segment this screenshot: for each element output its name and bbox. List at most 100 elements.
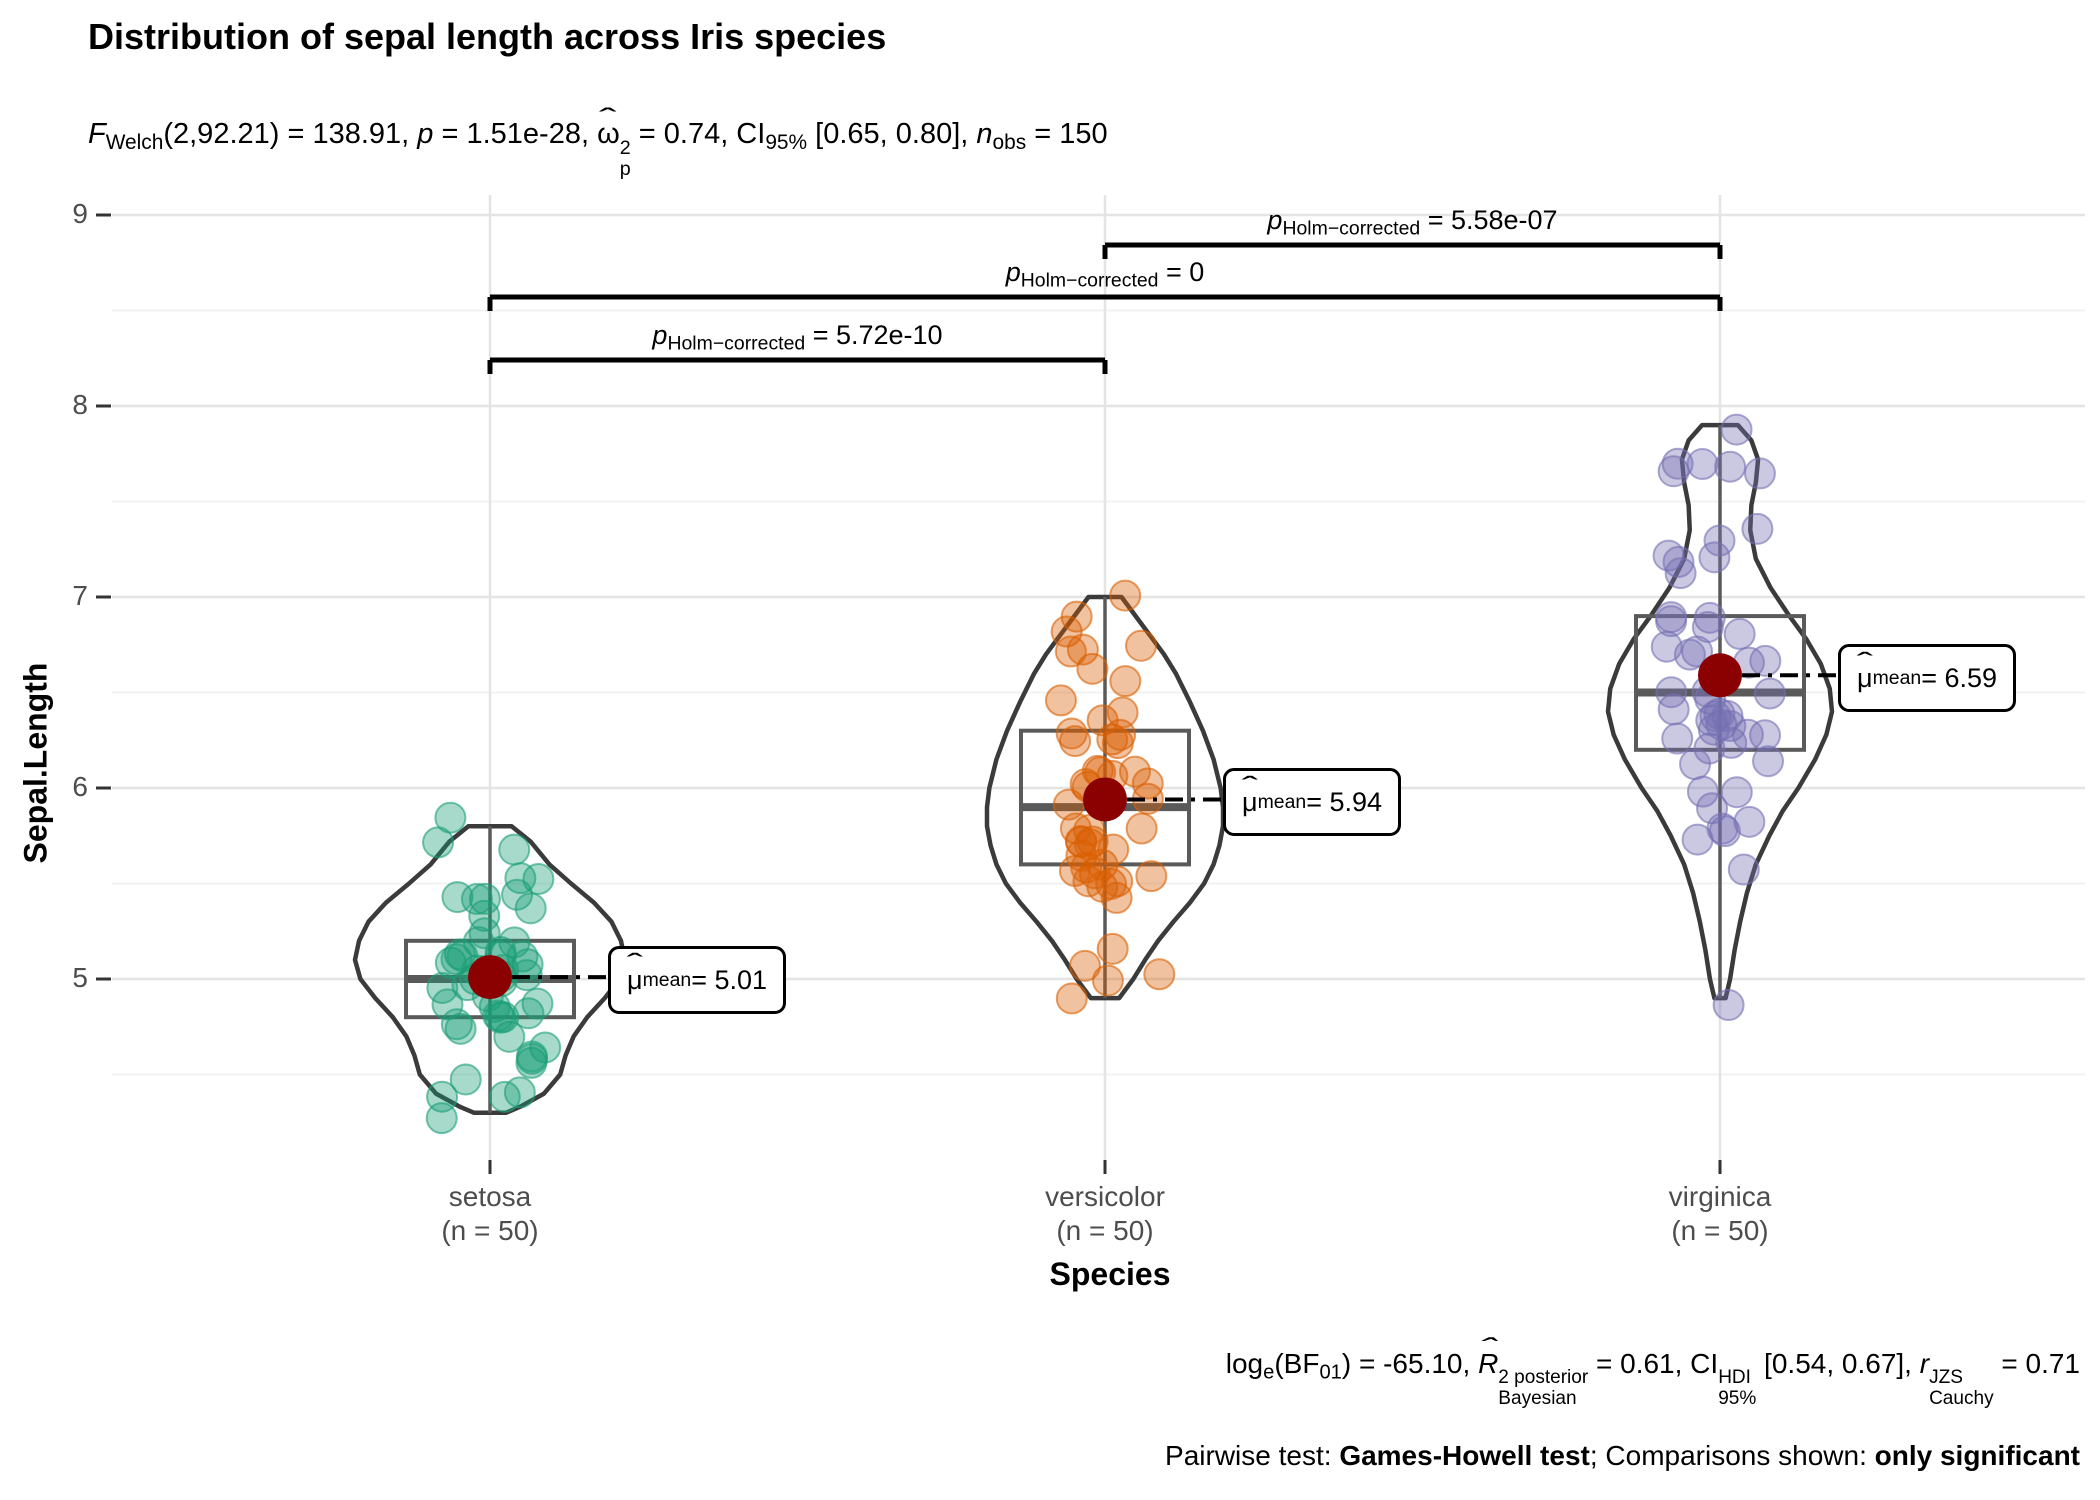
x-tick-label-setosa: setosa (n = 50): [441, 1180, 538, 1248]
data-point-virginica: [1661, 447, 1694, 480]
y-tick-label: 7: [72, 580, 88, 611]
data-point-virginica: [1681, 635, 1714, 668]
box-virginica: [1634, 614, 1806, 752]
data-point-versicolor: [1109, 579, 1142, 612]
violin-versicolor: [984, 594, 1226, 1001]
data-point-versicolor: [1135, 860, 1168, 893]
data-point-virginica: [1657, 693, 1690, 726]
data-point-versicolor: [1106, 696, 1139, 729]
data-point-virginica: [1706, 812, 1739, 845]
data-point-versicolor: [1086, 870, 1119, 903]
data-point-setosa: [444, 1012, 477, 1045]
category-n: (n = 50): [1056, 1215, 1154, 1247]
data-point-versicolor: [1096, 723, 1129, 756]
data-point-virginica: [1655, 601, 1688, 634]
data-point-setosa: [516, 1042, 549, 1075]
data-point-setosa: [468, 899, 501, 932]
data-point-virginica: [1714, 450, 1747, 483]
data-point-versicolor: [1073, 828, 1106, 861]
data-point-versicolor: [1118, 755, 1151, 788]
data-point-versicolor: [1096, 932, 1129, 965]
data-point-virginica: [1698, 541, 1731, 574]
data-point-setosa: [446, 940, 479, 973]
data-point-setosa: [514, 892, 547, 925]
data-point-virginica: [1711, 699, 1744, 732]
data-point-setosa: [504, 862, 537, 895]
data-point-versicolor: [1125, 629, 1158, 662]
data-point-setosa: [449, 1063, 482, 1096]
data-point-setosa: [431, 988, 464, 1021]
data-point-setosa: [522, 862, 555, 895]
data-point-setosa: [443, 938, 476, 971]
y-tick-label: 8: [72, 389, 88, 420]
mean-point-setosa: [468, 955, 512, 1000]
data-point-versicolor: [1101, 727, 1134, 760]
data-point-virginica: [1753, 677, 1786, 710]
data-point-versicolor: [1076, 652, 1109, 685]
data-point-versicolor: [1068, 949, 1101, 982]
data-point-virginica: [1664, 557, 1697, 590]
category-name: setosa: [448, 1181, 532, 1212]
data-point-virginica: [1723, 617, 1756, 650]
data-point-virginica: [1733, 805, 1766, 838]
data-point-virginica: [1686, 775, 1719, 808]
y-tick-label: 6: [72, 771, 88, 802]
category-n: (n = 50): [1671, 1215, 1769, 1247]
data-point-virginica: [1693, 732, 1726, 765]
data-point-versicolor: [1097, 833, 1130, 866]
data-point-versicolor: [1055, 982, 1088, 1015]
mean-label-versicolor: μmean = 5.94: [1223, 768, 1402, 837]
caption-pairwise-note: Pairwise test: Games-Howell test; Compar…: [1165, 1440, 2080, 1471]
data-point-setosa: [468, 882, 501, 915]
data-point-virginica: [1712, 989, 1745, 1022]
data-point-setosa: [521, 987, 554, 1020]
mean-label-setosa: μmean = 5.01: [608, 946, 787, 1015]
data-point-versicolor: [1066, 633, 1099, 666]
x-axis-title: Species: [1049, 1256, 1171, 1292]
comparison-p-label-3: pHolm−corrected = 5.72e-10: [652, 320, 943, 355]
data-point-virginica: [1749, 644, 1782, 677]
category-n: (n = 50): [441, 1215, 539, 1247]
data-point-virginica: [1696, 792, 1729, 825]
data-point-virginica: [1661, 722, 1694, 755]
data-point-versicolor: [1125, 812, 1158, 845]
data-point-versicolor: [1054, 635, 1087, 668]
data-point-setosa: [460, 882, 493, 915]
data-point-virginica: [1720, 776, 1753, 809]
data-point-setosa: [512, 997, 545, 1030]
data-point-virginica: [1652, 539, 1685, 572]
data-point-virginica: [1731, 718, 1764, 751]
mean-label-virginica: μmean = 6.59: [1838, 644, 2017, 713]
data-point-virginica: [1741, 512, 1774, 545]
y-axis-title: Sepal.Length: [17, 662, 54, 864]
data-point-virginica: [1752, 745, 1785, 778]
plot-title: Distribution of sepal length across Iris…: [88, 16, 887, 57]
comparison-p-label-1: pHolm−corrected = 5.58e-07: [1267, 205, 1558, 240]
data-point-versicolor: [1131, 767, 1164, 800]
category-name: virginica: [1668, 1181, 1772, 1212]
data-point-versicolor: [1050, 615, 1083, 648]
data-point-versicolor: [1143, 958, 1176, 991]
x-tick-label-versicolor: versicolor (n = 50): [1045, 1180, 1165, 1248]
plot-subtitle: FWelch(2,92.21) = 138.91, p = 1.51e-28, …: [88, 118, 1108, 180]
comparison-p-label-2: pHolm−corrected = 0: [1005, 257, 1205, 292]
data-point-setosa: [503, 1076, 536, 1109]
data-point-virginica: [1686, 448, 1719, 481]
data-point-versicolor: [1091, 964, 1124, 997]
data-point-setosa: [422, 826, 455, 859]
caption-bayes-stats: loge(BF01) = -65.10, R2 posteriorBayesia…: [1226, 1348, 2080, 1410]
data-point-setosa: [440, 1008, 473, 1041]
x-tick-label-virginica: virginica (n = 50): [1669, 1180, 1772, 1248]
data-point-setosa: [425, 1102, 458, 1135]
data-point-virginica: [1655, 676, 1688, 709]
data-point-versicolor: [1044, 684, 1077, 717]
data-point-versicolor: [1055, 717, 1088, 750]
data-point-virginica: [1743, 457, 1776, 490]
mean-point-virginica: [1698, 653, 1742, 698]
data-point-versicolor: [1109, 665, 1142, 698]
data-point-virginica: [1727, 853, 1760, 886]
data-point-virginica: [1662, 545, 1695, 578]
data-point-virginica: [1650, 630, 1683, 663]
mean-point-versicolor: [1083, 777, 1127, 822]
